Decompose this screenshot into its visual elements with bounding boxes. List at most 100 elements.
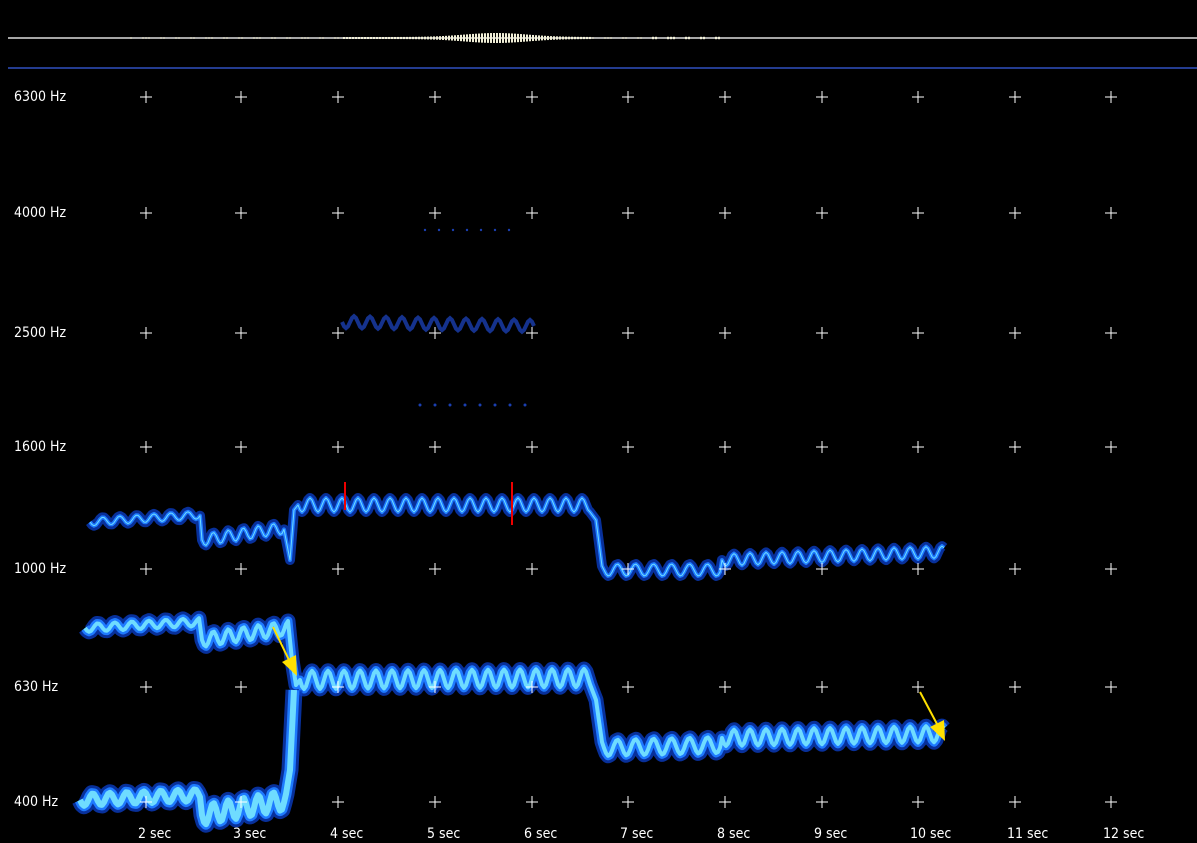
waveform-sample (163, 37, 165, 38)
waveform-sample (226, 37, 228, 38)
x-axis-label: 9 sec (814, 826, 847, 842)
y-axis-label: 2500 Hz (14, 325, 67, 341)
waveform-sample (427, 37, 429, 40)
waveform-sample (493, 33, 495, 43)
waveform-sample (412, 37, 414, 39)
faint-dot (434, 404, 437, 407)
waveform-sample (274, 37, 276, 38)
y-axis-label: 1000 Hz (14, 561, 67, 577)
waveform-sample (640, 37, 642, 38)
waveform-sample (160, 37, 162, 38)
faint-dot (438, 229, 440, 231)
spectrogram-view: 6300 Hz4000 Hz2500 Hz1600 Hz1000 Hz630 H… (0, 0, 1197, 843)
waveform-sample (538, 35, 540, 40)
waveform-sample (556, 36, 558, 39)
waveform-sample (535, 35, 537, 41)
waveform-sample (478, 34, 480, 43)
waveform-sample (337, 37, 339, 38)
waveform-sample (148, 37, 150, 38)
waveform-sample (130, 37, 132, 38)
waveform-sample (388, 37, 390, 39)
waveform-sample (145, 37, 147, 38)
waveform-sample (550, 36, 552, 40)
waveform-sample (385, 37, 387, 39)
waveform-sample (490, 33, 492, 43)
waveform-sample (400, 37, 402, 39)
waveform-sample (430, 37, 432, 40)
waveform-sample (253, 37, 255, 38)
waveform-sample (460, 35, 462, 41)
waveform-sample (544, 36, 546, 40)
waveform-sample (175, 37, 177, 38)
waveform-sample (505, 33, 507, 43)
waveform-sample (259, 37, 261, 38)
faint-dot (449, 404, 452, 407)
waveform-sample (436, 36, 438, 39)
waveform-sample (238, 37, 240, 38)
waveform-sample (403, 37, 405, 39)
waveform-sample (652, 37, 654, 39)
waveform-sample (418, 37, 420, 39)
waveform-sample (625, 37, 627, 38)
x-axis-label: 8 sec (717, 826, 750, 842)
x-axis-label: 10 sec (910, 826, 951, 842)
waveform-sample (439, 36, 441, 40)
x-axis-label: 7 sec (620, 826, 653, 842)
waveform-sample (271, 37, 273, 38)
waveform-sample (367, 37, 369, 39)
waveform-sample (514, 34, 516, 43)
waveform-sample (547, 36, 549, 40)
waveform-sample (670, 37, 672, 39)
waveform-sample (592, 37, 594, 38)
waveform-sample (484, 33, 486, 43)
waveform-sample (208, 37, 210, 38)
waveform-sample (391, 37, 393, 39)
waveform-sample (442, 36, 444, 40)
waveform-sample (256, 37, 258, 38)
waveform-sample (457, 35, 459, 41)
waveform-sample (637, 37, 639, 38)
waveform-sample (142, 37, 144, 38)
waveform-sample (394, 37, 396, 39)
waveform-sample (211, 37, 213, 38)
waveform-sample (487, 33, 489, 43)
waveform-sample (496, 33, 498, 43)
y-axis-label: 4000 Hz (14, 205, 67, 221)
faint-dot (419, 404, 422, 407)
waveform-sample (475, 34, 477, 43)
waveform-sample (499, 33, 501, 43)
faint-dot (466, 229, 468, 231)
waveform-sample (349, 37, 351, 39)
waveform-sample (448, 36, 450, 41)
waveform-sample (580, 37, 582, 39)
waveform-sample (586, 37, 588, 39)
waveform-sample (526, 35, 528, 42)
y-axis-label: 400 Hz (14, 794, 59, 810)
faint-dot (424, 229, 426, 231)
waveform-sample (361, 37, 363, 39)
waveform-sample (610, 37, 612, 38)
waveform-sample (502, 33, 504, 43)
y-axis-label: 630 Hz (14, 679, 59, 695)
waveform-sample (322, 37, 324, 38)
x-axis-label: 11 sec (1007, 826, 1048, 842)
waveform-sample (346, 37, 348, 39)
waveform-sample (553, 36, 555, 40)
waveform-sample (223, 37, 225, 38)
waveform-sample (715, 37, 717, 39)
faint-dot (479, 404, 482, 407)
waveform-sample (433, 36, 435, 39)
waveform-sample (376, 37, 378, 39)
waveform-sample (304, 37, 306, 38)
waveform-sample (190, 37, 192, 38)
waveform-sample (409, 37, 411, 39)
faint-dot (464, 404, 467, 407)
waveform-sample (472, 34, 474, 42)
waveform-sample (667, 37, 669, 39)
waveform-sample (193, 37, 195, 38)
waveform-sample (319, 37, 321, 38)
waveform-sample (307, 37, 309, 38)
waveform-sample (454, 35, 456, 40)
waveform-sample (517, 34, 519, 42)
waveform-sample (481, 33, 483, 42)
